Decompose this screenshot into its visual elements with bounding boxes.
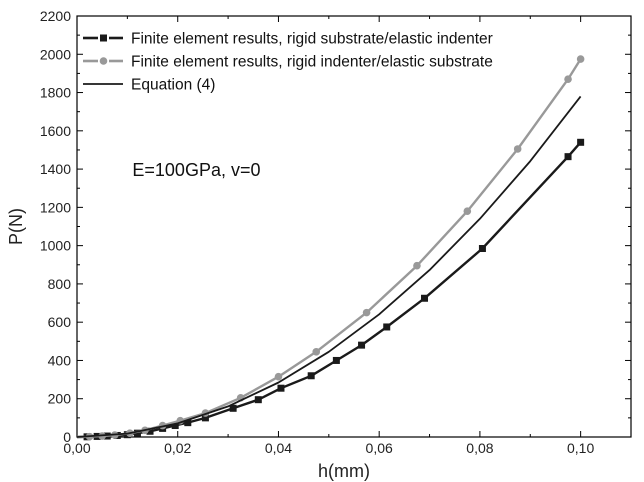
data-point bbox=[362, 308, 371, 317]
series-1 bbox=[76, 138, 585, 441]
data-point bbox=[383, 323, 391, 331]
legend-marker bbox=[100, 34, 107, 42]
legend-entry-2: Finite element results, rigid indenter/e… bbox=[83, 54, 493, 71]
y-tick-label: 1600 bbox=[40, 123, 71, 139]
data-point bbox=[478, 245, 486, 253]
x-tick-label: 0,00 bbox=[63, 440, 90, 456]
data-point bbox=[564, 153, 572, 161]
series-line bbox=[76, 141, 582, 439]
legend-label: Equation (4) bbox=[131, 77, 215, 94]
data-point bbox=[307, 372, 315, 380]
x-tick-label: 0,02 bbox=[164, 440, 191, 456]
y-tick-label: 1800 bbox=[40, 85, 71, 101]
x-tick-label: 0,04 bbox=[265, 440, 292, 456]
x-tick-label: 0,08 bbox=[466, 440, 493, 456]
data-point bbox=[277, 384, 285, 392]
legend: Finite element results, rigid substrate/… bbox=[83, 31, 493, 94]
data-point bbox=[312, 348, 321, 356]
data-point bbox=[564, 75, 572, 83]
data-point bbox=[171, 422, 179, 430]
data-point bbox=[463, 207, 472, 215]
data-point bbox=[332, 356, 340, 364]
y-axis-title: P(N) bbox=[6, 208, 26, 245]
legend-label: Finite element results, rigid indenter/e… bbox=[131, 54, 493, 71]
data-point bbox=[513, 145, 522, 153]
data-point bbox=[274, 372, 283, 381]
x-tick-label: 0,10 bbox=[567, 440, 594, 456]
data-point bbox=[413, 261, 421, 270]
series-layer bbox=[76, 55, 585, 441]
y-tick-label: 2000 bbox=[40, 46, 71, 62]
y-tick-label: 200 bbox=[48, 391, 72, 407]
data-point bbox=[577, 138, 585, 146]
axis-ticks: 0,00 0,02 0,04 0,06 0,08 0,10 0 200 400 600 800 100… bbox=[40, 8, 631, 456]
x-tick-label: 0,06 bbox=[366, 440, 393, 456]
y-tick-label: 2200 bbox=[40, 8, 71, 24]
y-tick-label: 800 bbox=[48, 276, 72, 292]
legend-entry-3: Equation (4) bbox=[83, 77, 215, 94]
data-point bbox=[421, 294, 429, 302]
y-tick-label: 1200 bbox=[40, 199, 71, 215]
y-tick-label: 0 bbox=[63, 429, 71, 445]
data-point bbox=[133, 429, 141, 437]
series-line bbox=[76, 58, 582, 439]
series-2 bbox=[76, 55, 585, 441]
series-line bbox=[76, 95, 582, 438]
legend-marker bbox=[99, 57, 108, 65]
y-tick-label: 1000 bbox=[40, 238, 71, 254]
data-point bbox=[254, 396, 262, 404]
y-tick-label: 1400 bbox=[40, 161, 71, 177]
data-point bbox=[201, 414, 209, 422]
data-point bbox=[146, 427, 154, 435]
data-point bbox=[229, 404, 237, 412]
legend-entry-1: Finite element results, rigid substrate/… bbox=[83, 31, 493, 48]
legend-label: Finite element results, rigid substrate/… bbox=[131, 31, 493, 48]
data-point bbox=[576, 55, 585, 63]
series-3 bbox=[76, 95, 582, 438]
annotation-text: E=100GPa, v=0 bbox=[132, 160, 260, 180]
y-tick-label: 600 bbox=[48, 314, 72, 330]
data-point bbox=[184, 419, 192, 427]
y-tick-label: 400 bbox=[48, 352, 72, 368]
x-axis-title: h(mm) bbox=[318, 461, 370, 481]
data-point bbox=[358, 341, 366, 349]
